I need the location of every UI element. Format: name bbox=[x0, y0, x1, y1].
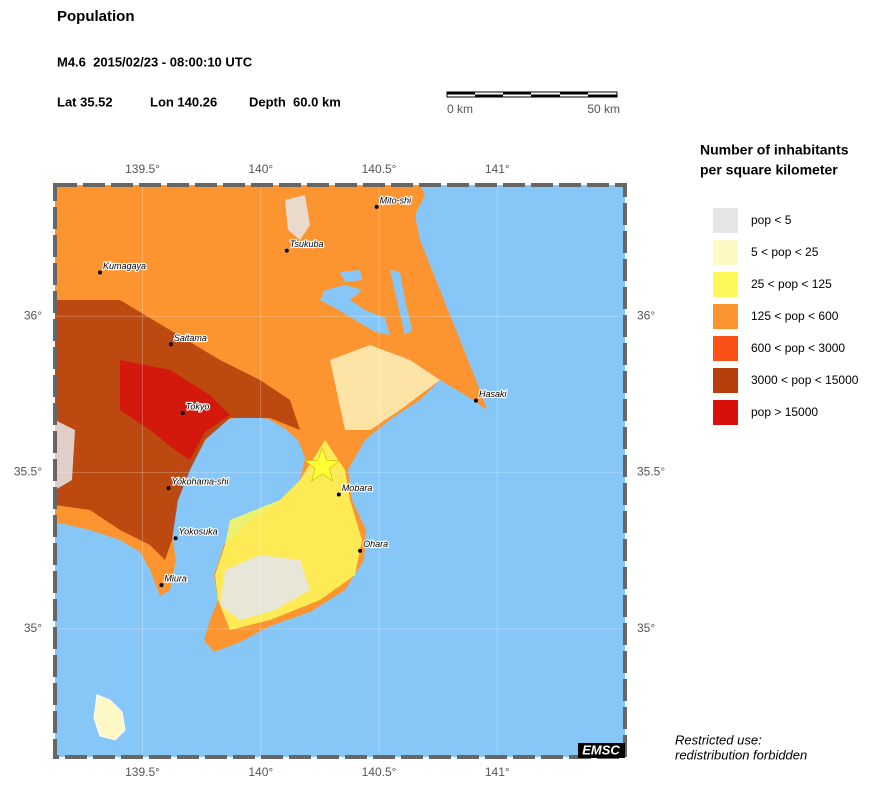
city-marker bbox=[168, 342, 173, 347]
x-tick-label: 141° bbox=[485, 162, 510, 176]
map-overlay: Mito-shi Tsukuba Kumagaya Saitama Tokyo Hasak… bbox=[55, 185, 625, 757]
note: Restricted use:redistribution forbidden bbox=[675, 732, 807, 762]
city-marker bbox=[284, 248, 289, 253]
logo: EMSC bbox=[582, 742, 620, 757]
rural-east bbox=[330, 345, 440, 430]
note-line: redistribution forbidden bbox=[675, 747, 807, 762]
city-marker bbox=[374, 204, 379, 209]
lake bbox=[320, 285, 390, 335]
x-tick-label: 140.5° bbox=[362, 765, 397, 779]
scale-start: 0 km bbox=[447, 102, 473, 116]
logo-box bbox=[578, 743, 625, 758]
rural-lowpop bbox=[220, 555, 310, 620]
title: Population bbox=[57, 8, 135, 25]
city-label: Yokohama-shi bbox=[172, 477, 230, 487]
latitude: Lat 35.52 bbox=[57, 94, 113, 109]
city-marker bbox=[173, 536, 178, 541]
mountain-west bbox=[55, 420, 75, 490]
x-tick-label: 139.5° bbox=[125, 765, 160, 779]
legend-swatch bbox=[713, 240, 738, 265]
x-tick-label: 140.5° bbox=[362, 162, 397, 176]
legend-swatch bbox=[713, 208, 738, 233]
y-tick-label: 35.5° bbox=[14, 465, 42, 479]
urban-core bbox=[120, 360, 230, 460]
city-marker bbox=[166, 486, 171, 491]
longitude: Lon 140.26 bbox=[150, 94, 217, 109]
city-label: Tsukuba bbox=[290, 239, 324, 249]
legend-label: 600 < pop < 3000 bbox=[751, 341, 845, 355]
x-tick-label: 141° bbox=[485, 765, 510, 779]
note-line: Restricted use: bbox=[675, 732, 762, 747]
city-label: Mito-shi bbox=[380, 195, 413, 205]
y-tick-label: 36° bbox=[637, 308, 655, 322]
mountain-north bbox=[285, 195, 310, 240]
y-tick-label: 35° bbox=[637, 621, 655, 635]
city-marker bbox=[336, 492, 341, 497]
legend-title: per square kilometer bbox=[700, 162, 838, 178]
legend: Number of inhabitants per square kilomete… bbox=[700, 142, 859, 425]
city-marker bbox=[159, 583, 164, 588]
city-label: Ohara bbox=[363, 539, 388, 549]
city-marker bbox=[180, 411, 185, 416]
legend-swatch bbox=[713, 368, 738, 393]
lake bbox=[340, 270, 362, 282]
city-label: Hasaki bbox=[479, 389, 508, 399]
scale-bar bbox=[446, 91, 618, 98]
island bbox=[93, 694, 126, 741]
city-label: Yokosuka bbox=[179, 527, 218, 537]
scale-end: 50 km bbox=[587, 102, 620, 116]
y-tick-label: 35.5° bbox=[637, 465, 665, 479]
city-label: Kumagaya bbox=[103, 261, 146, 271]
legend-label: 25 < pop < 125 bbox=[751, 277, 832, 291]
y-tick-label: 35° bbox=[24, 621, 42, 635]
city-label: Saitama bbox=[174, 333, 207, 343]
x-tick-label: 140° bbox=[248, 765, 273, 779]
legend-swatch bbox=[713, 304, 738, 329]
legend-label: 3000 < pop < 15000 bbox=[751, 373, 859, 387]
lake bbox=[390, 270, 412, 335]
legend-swatch bbox=[713, 400, 738, 425]
legend-label: 5 < pop < 25 bbox=[751, 245, 819, 259]
legend-swatch bbox=[713, 336, 738, 361]
legend-title: Number of inhabitants bbox=[700, 142, 849, 158]
event-info: M4.6 2015/02/23 - 08:00:10 UTC bbox=[57, 54, 253, 69]
map-area bbox=[55, 185, 625, 757]
x-tick-label: 139.5° bbox=[125, 162, 160, 176]
legend-swatch bbox=[713, 272, 738, 297]
epicenter bbox=[304, 447, 341, 482]
city-label: Miura bbox=[164, 573, 187, 583]
city-label: Tokyo bbox=[186, 402, 210, 412]
city-marker bbox=[473, 398, 478, 403]
city-marker bbox=[97, 270, 102, 275]
legend-label: pop > 15000 bbox=[751, 405, 818, 419]
y-tick-label: 36° bbox=[24, 308, 42, 322]
city-marker bbox=[358, 548, 363, 553]
city-label: Mobara bbox=[342, 483, 373, 493]
legend-label: 125 < pop < 600 bbox=[751, 309, 839, 323]
depth: Depth 60.0 km bbox=[249, 94, 341, 109]
legend-label: pop < 5 bbox=[751, 213, 792, 227]
x-tick-label: 140° bbox=[248, 162, 273, 176]
map-frame bbox=[53, 183, 627, 759]
